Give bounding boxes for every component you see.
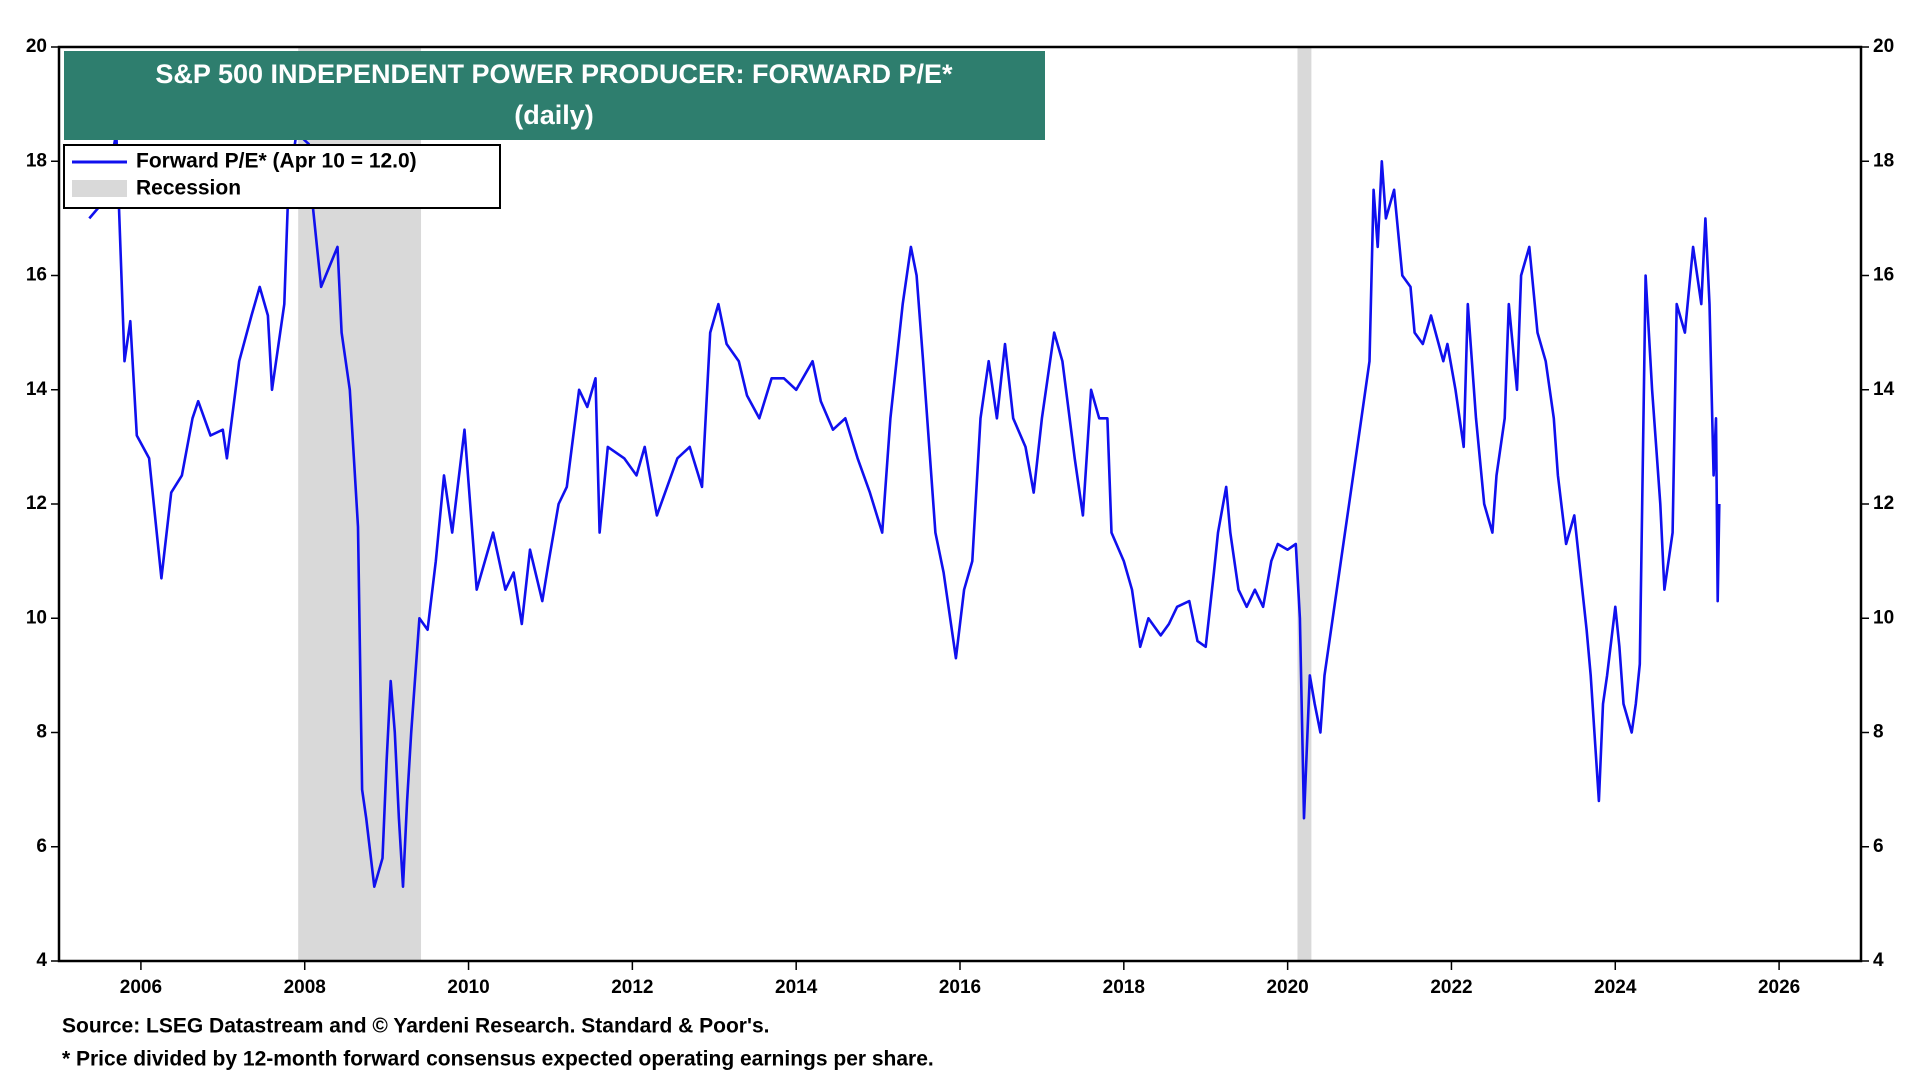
y-tick-label: 6	[36, 836, 47, 857]
x-tick-label: 2020	[1266, 977, 1308, 998]
title-box	[64, 51, 1045, 140]
y2-tick-label: 14	[1873, 379, 1895, 400]
y-tick-label: 20	[26, 36, 47, 57]
series-line	[88, 131, 1721, 888]
legend-label: Forward P/E* (Apr 10 = 12.0)	[136, 150, 417, 173]
x-tick-label: 2010	[447, 977, 489, 998]
x-tick-label: 2026	[1758, 977, 1800, 998]
legend-box	[63, 144, 501, 209]
y-tick-label: 4	[36, 950, 47, 971]
chart-title: S&P 500 INDEPENDENT POWER PRODUCER: FORW…	[155, 59, 953, 89]
y2-tick-label: 18	[1873, 150, 1894, 171]
y-tick-label: 14	[26, 379, 48, 400]
y2-tick-label: 16	[1873, 265, 1894, 286]
y2-tick-label: 8	[1873, 722, 1884, 743]
x-tick-label: 2018	[1103, 977, 1145, 998]
y-tick-label: 16	[26, 265, 47, 286]
legend: Forward P/E* (Apr 10 = 12.0) Recession	[63, 144, 501, 209]
y-tick-label: 10	[26, 607, 47, 628]
y2-tick-label: 20	[1873, 36, 1894, 57]
x-tick-label: 2012	[611, 977, 653, 998]
x-tick-label: 2024	[1594, 977, 1637, 998]
legend-label: Recession	[136, 177, 241, 200]
legend-swatch	[72, 180, 127, 197]
y2-tick-label: 4	[1873, 950, 1884, 971]
recession-band	[1297, 47, 1312, 961]
source-note: Source: LSEG Datastream and © Yardeni Re…	[62, 1015, 769, 1038]
x-tick-label: 2014	[775, 977, 818, 998]
y-tick-label: 8	[36, 722, 47, 743]
y-tick-label: 18	[26, 150, 47, 171]
y2-tick-label: 10	[1873, 607, 1894, 628]
y2-tick-label: 12	[1873, 493, 1894, 514]
chart-subtitle: (daily)	[514, 100, 594, 130]
y2-tick-label: 6	[1873, 836, 1884, 857]
plot-frame	[57, 45, 1863, 963]
y-tick-label: 12	[26, 493, 47, 514]
x-tick-label: 2008	[284, 977, 326, 998]
x-tick-label: 2016	[939, 977, 981, 998]
x-tick-label: 2022	[1430, 977, 1472, 998]
footnote: * Price divided by 12-month forward cons…	[62, 1048, 934, 1071]
x-tick-label: 2006	[120, 977, 162, 998]
